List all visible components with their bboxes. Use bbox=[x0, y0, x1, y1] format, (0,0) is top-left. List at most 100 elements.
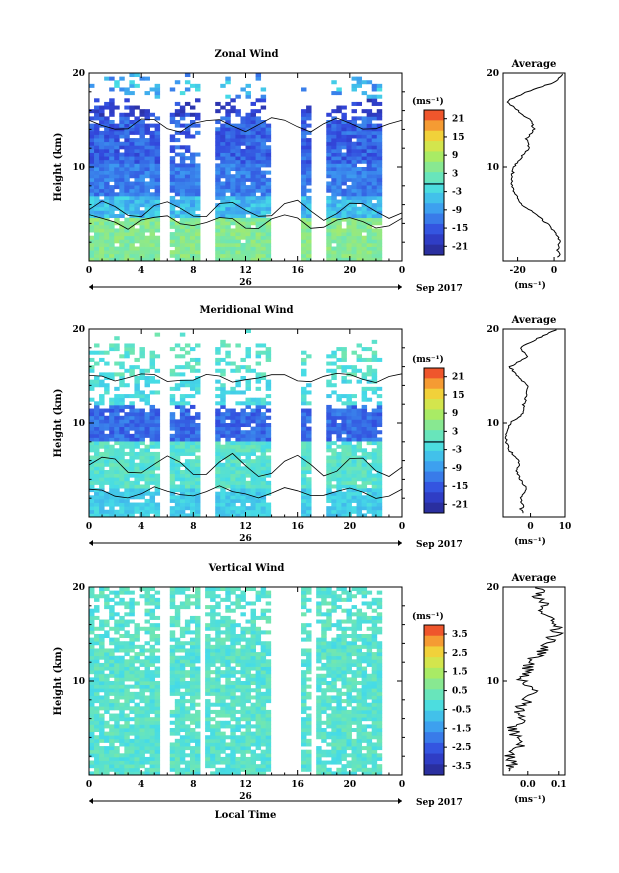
y-tick-label: 20 bbox=[72, 325, 85, 335]
heatmap-cell bbox=[119, 684, 125, 689]
heatmap-cell bbox=[331, 163, 337, 168]
heatmap-cell bbox=[124, 587, 130, 592]
heatmap-cell bbox=[109, 98, 115, 103]
heatmap-cell bbox=[356, 466, 363, 471]
heatmap-cell bbox=[174, 372, 181, 377]
heatmap-cell bbox=[94, 152, 100, 157]
heatmap-cell bbox=[331, 415, 337, 420]
heatmap-cell bbox=[361, 134, 368, 139]
heatmap-cell bbox=[124, 426, 130, 431]
heatmap-cell bbox=[189, 195, 196, 200]
heatmap-cell bbox=[361, 235, 368, 240]
colorbar-band bbox=[424, 161, 444, 173]
heatmap-cell bbox=[265, 673, 272, 678]
heatmap-cell bbox=[124, 619, 130, 624]
heatmap-cell bbox=[361, 451, 368, 456]
heatmap-cell bbox=[356, 188, 363, 193]
heatmap-cell bbox=[104, 594, 110, 599]
heatmap-cell bbox=[336, 163, 342, 168]
heatmap-cell bbox=[306, 597, 312, 602]
heatmap-cell bbox=[301, 760, 307, 765]
heatmap-cell bbox=[235, 648, 241, 653]
heatmap-cell bbox=[341, 235, 347, 240]
heatmap-cell bbox=[250, 502, 256, 507]
heatmap-cell bbox=[356, 80, 363, 85]
heatmap-cell bbox=[154, 731, 161, 736]
heatmap-cell bbox=[356, 174, 363, 179]
heatmap-cell bbox=[366, 138, 373, 143]
heatmap-cell bbox=[124, 210, 130, 215]
heatmap-cell bbox=[129, 368, 135, 373]
heatmap-cell bbox=[341, 426, 347, 431]
heatmap-cell bbox=[301, 455, 307, 460]
heatmap-cell bbox=[371, 116, 378, 121]
heatmap-cell bbox=[361, 195, 368, 200]
heatmap-cell bbox=[341, 188, 347, 193]
heatmap-cell bbox=[220, 433, 226, 438]
heatmap-cell bbox=[195, 163, 201, 168]
heatmap-cell bbox=[376, 444, 383, 449]
heatmap-cell bbox=[301, 506, 307, 511]
heatmap-cell bbox=[265, 749, 272, 754]
heatmap-cell bbox=[220, 641, 226, 646]
heatmap-cell bbox=[129, 412, 135, 417]
heatmap-cell bbox=[119, 372, 125, 377]
heatmap-cell bbox=[255, 224, 262, 229]
average-frame bbox=[502, 328, 566, 518]
heatmap-cell bbox=[179, 397, 186, 402]
heatmap-cell bbox=[154, 123, 161, 128]
heatmap-cell bbox=[179, 648, 186, 653]
heatmap-cell bbox=[129, 612, 135, 617]
heatmap-cell bbox=[230, 644, 236, 649]
heatmap-cell bbox=[139, 728, 145, 733]
heatmap-cell bbox=[169, 688, 176, 693]
heatmap-cell bbox=[184, 401, 191, 406]
heatmap-cell bbox=[301, 495, 307, 500]
heatmap-cell bbox=[94, 746, 100, 751]
heatmap-cell bbox=[124, 484, 130, 489]
heatmap-cell bbox=[154, 637, 161, 642]
date-bar-arrow bbox=[398, 540, 402, 546]
heatmap-cell bbox=[220, 738, 226, 743]
heatmap-cell bbox=[301, 670, 307, 675]
heatmap-cell bbox=[144, 185, 150, 190]
heatmap-cell bbox=[114, 232, 120, 237]
heatmap-cell bbox=[240, 717, 246, 722]
heatmap-cell bbox=[119, 597, 125, 602]
heatmap-cell bbox=[134, 141, 140, 146]
heatmap-cell bbox=[255, 594, 262, 599]
heatmap-cell bbox=[89, 253, 95, 258]
heatmap-cell bbox=[376, 156, 383, 161]
colorbar-band bbox=[424, 182, 444, 194]
heatmap-cell bbox=[109, 491, 115, 496]
heatmap-cell bbox=[189, 498, 196, 503]
heatmap-cell bbox=[235, 495, 241, 500]
heatmap-cell bbox=[371, 253, 378, 258]
heatmap-cell bbox=[220, 713, 226, 718]
heatmap-cell bbox=[144, 641, 150, 646]
heatmap-cell bbox=[346, 167, 352, 172]
heatmap-cell bbox=[306, 152, 312, 157]
heatmap-cell bbox=[149, 134, 156, 139]
heatmap-cell bbox=[215, 350, 221, 355]
heatmap-cell bbox=[225, 224, 231, 229]
heatmap-cell bbox=[129, 731, 135, 736]
heatmap-cell bbox=[149, 760, 156, 765]
heatmap-cell bbox=[149, 771, 156, 776]
heatmap-cell bbox=[301, 473, 307, 478]
heatmap-cell bbox=[351, 235, 357, 240]
heatmap-cell bbox=[99, 594, 105, 599]
heatmap-cell bbox=[366, 368, 373, 373]
heatmap-cell bbox=[220, 217, 226, 222]
heatmap-cell bbox=[255, 767, 262, 772]
heatmap-cell bbox=[174, 109, 181, 114]
heatmap-cell bbox=[195, 473, 201, 478]
heatmap-cell bbox=[144, 123, 150, 128]
heatmap-cell bbox=[89, 433, 95, 438]
heatmap-cell bbox=[89, 203, 95, 208]
heatmap-cell bbox=[94, 203, 100, 208]
heatmap-cell bbox=[240, 495, 246, 500]
heatmap-cell bbox=[306, 637, 312, 642]
heatmap-cell bbox=[104, 214, 110, 219]
heatmap-cell bbox=[351, 477, 357, 482]
